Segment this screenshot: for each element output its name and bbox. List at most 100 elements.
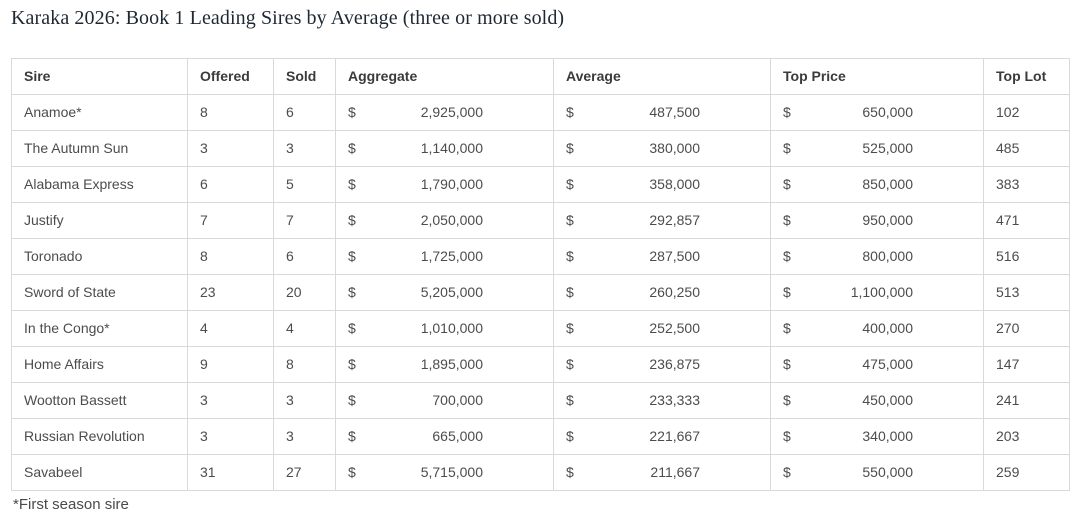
- cell-sold: 8: [273, 346, 336, 383]
- column-header-sold: Sold: [273, 58, 336, 95]
- cell-sold: 27: [273, 454, 336, 491]
- leading-sires-table: Sire Offered Sold Aggregate Average Top …: [11, 58, 1070, 491]
- currency-symbol: $: [348, 176, 356, 192]
- table-row: Justify 7 7 $ 2,050,000 $ 292,857 $ 950,…: [11, 202, 1070, 239]
- cell-top-lot: 513: [983, 274, 1070, 311]
- cell-average: $ 358,000: [553, 166, 771, 203]
- cell-sold: 7: [273, 202, 336, 239]
- cell-top-price: $ 550,000: [770, 454, 984, 491]
- cell-top-price: $ 800,000: [770, 238, 984, 275]
- cell-top-lot: 383: [983, 166, 1070, 203]
- table-row: Alabama Express 6 5 $ 1,790,000 $ 358,00…: [11, 166, 1070, 203]
- cell-offered: 3: [187, 382, 274, 419]
- cell-top-price: $ 1,100,000: [770, 274, 984, 311]
- cell-aggregate: $ 5,205,000: [335, 274, 554, 311]
- cell-offered: 3: [187, 130, 274, 167]
- column-header-top-price: Top Price: [770, 58, 984, 95]
- cell-average: $ 260,250: [553, 274, 771, 311]
- cell-sold: 3: [273, 130, 336, 167]
- cell-sire: Sword of State: [11, 274, 188, 311]
- cell-top-price-value: 525,000: [862, 140, 913, 156]
- cell-offered: 8: [187, 94, 274, 131]
- cell-aggregate-value: 5,205,000: [420, 284, 483, 300]
- currency-symbol: $: [783, 428, 791, 444]
- cell-aggregate-value: 700,000: [432, 392, 483, 408]
- cell-top-price: $ 850,000: [770, 166, 984, 203]
- cell-offered: 9: [187, 346, 274, 383]
- column-header-aggregate: Aggregate: [335, 58, 554, 95]
- table-body: Anamoe* 8 6 $ 2,925,000 $ 487,500 $ 650,…: [11, 94, 1070, 491]
- cell-average-value: 358,000: [649, 176, 700, 192]
- cell-offered: 31: [187, 454, 274, 491]
- cell-sold: 3: [273, 382, 336, 419]
- table-row: Russian Revolution 3 3 $ 665,000 $ 221,6…: [11, 418, 1070, 455]
- currency-symbol: $: [348, 356, 356, 372]
- currency-symbol: $: [566, 104, 574, 120]
- table-row: Wootton Bassett 3 3 $ 700,000 $ 233,333 …: [11, 382, 1070, 419]
- currency-symbol: $: [783, 392, 791, 408]
- cell-average-value: 380,000: [649, 140, 700, 156]
- currency-symbol: $: [348, 320, 356, 336]
- cell-sire: The Autumn Sun: [11, 130, 188, 167]
- cell-aggregate: $ 700,000: [335, 382, 554, 419]
- currency-symbol: $: [348, 140, 356, 156]
- cell-sire: Anamoe*: [11, 94, 188, 131]
- cell-aggregate: $ 1,895,000: [335, 346, 554, 383]
- cell-aggregate: $ 1,010,000: [335, 310, 554, 347]
- cell-sold: 3: [273, 418, 336, 455]
- cell-average: $ 287,500: [553, 238, 771, 275]
- footnote: *First season sire: [13, 496, 129, 513]
- cell-aggregate: $ 1,790,000: [335, 166, 554, 203]
- cell-sold: 20: [273, 274, 336, 311]
- cell-offered: 7: [187, 202, 274, 239]
- table-row: Savabeel 31 27 $ 5,715,000 $ 211,667 $ 5…: [11, 454, 1070, 491]
- cell-offered: 8: [187, 238, 274, 275]
- cell-aggregate: $ 1,140,000: [335, 130, 554, 167]
- cell-top-price-value: 550,000: [862, 464, 913, 480]
- cell-top-lot: 259: [983, 454, 1070, 491]
- cell-sire: Savabeel: [11, 454, 188, 491]
- cell-top-price: $ 340,000: [770, 418, 984, 455]
- table-row: Home Affairs 9 8 $ 1,895,000 $ 236,875 $…: [11, 346, 1070, 383]
- cell-top-price-value: 1,100,000: [850, 284, 913, 300]
- cell-top-price-value: 400,000: [862, 320, 913, 336]
- cell-average: $ 252,500: [553, 310, 771, 347]
- cell-sire: Wootton Bassett: [11, 382, 188, 419]
- cell-aggregate-value: 1,790,000: [420, 176, 483, 192]
- cell-average-value: 233,333: [649, 392, 700, 408]
- column-header-offered: Offered: [187, 58, 274, 95]
- table-header-row: Sire Offered Sold Aggregate Average Top …: [11, 58, 1070, 95]
- currency-symbol: $: [783, 176, 791, 192]
- cell-sire: Home Affairs: [11, 346, 188, 383]
- cell-top-lot: 241: [983, 382, 1070, 419]
- cell-top-price-value: 950,000: [862, 212, 913, 228]
- table-row: The Autumn Sun 3 3 $ 1,140,000 $ 380,000…: [11, 130, 1070, 167]
- cell-offered: 4: [187, 310, 274, 347]
- cell-top-lot: 203: [983, 418, 1070, 455]
- cell-top-price-value: 340,000: [862, 428, 913, 444]
- table-row: In the Congo* 4 4 $ 1,010,000 $ 252,500 …: [11, 310, 1070, 347]
- currency-symbol: $: [566, 248, 574, 264]
- cell-average: $ 236,875: [553, 346, 771, 383]
- cell-average: $ 233,333: [553, 382, 771, 419]
- cell-average-value: 292,857: [649, 212, 700, 228]
- cell-sire: Toronado: [11, 238, 188, 275]
- cell-average: $ 221,667: [553, 418, 771, 455]
- currency-symbol: $: [566, 428, 574, 444]
- cell-sold: 6: [273, 94, 336, 131]
- currency-symbol: $: [566, 464, 574, 480]
- cell-top-lot: 270: [983, 310, 1070, 347]
- column-header-top-lot: Top Lot: [983, 58, 1070, 95]
- cell-aggregate-value: 1,895,000: [420, 356, 483, 372]
- currency-symbol: $: [566, 284, 574, 300]
- cell-average-value: 287,500: [649, 248, 700, 264]
- currency-symbol: $: [348, 392, 356, 408]
- cell-offered: 6: [187, 166, 274, 203]
- cell-average: $ 487,500: [553, 94, 771, 131]
- cell-top-price: $ 475,000: [770, 346, 984, 383]
- cell-top-lot: 516: [983, 238, 1070, 275]
- table-row: Toronado 8 6 $ 1,725,000 $ 287,500 $ 800…: [11, 238, 1070, 275]
- cell-top-price: $ 400,000: [770, 310, 984, 347]
- cell-top-lot: 485: [983, 130, 1070, 167]
- currency-symbol: $: [348, 464, 356, 480]
